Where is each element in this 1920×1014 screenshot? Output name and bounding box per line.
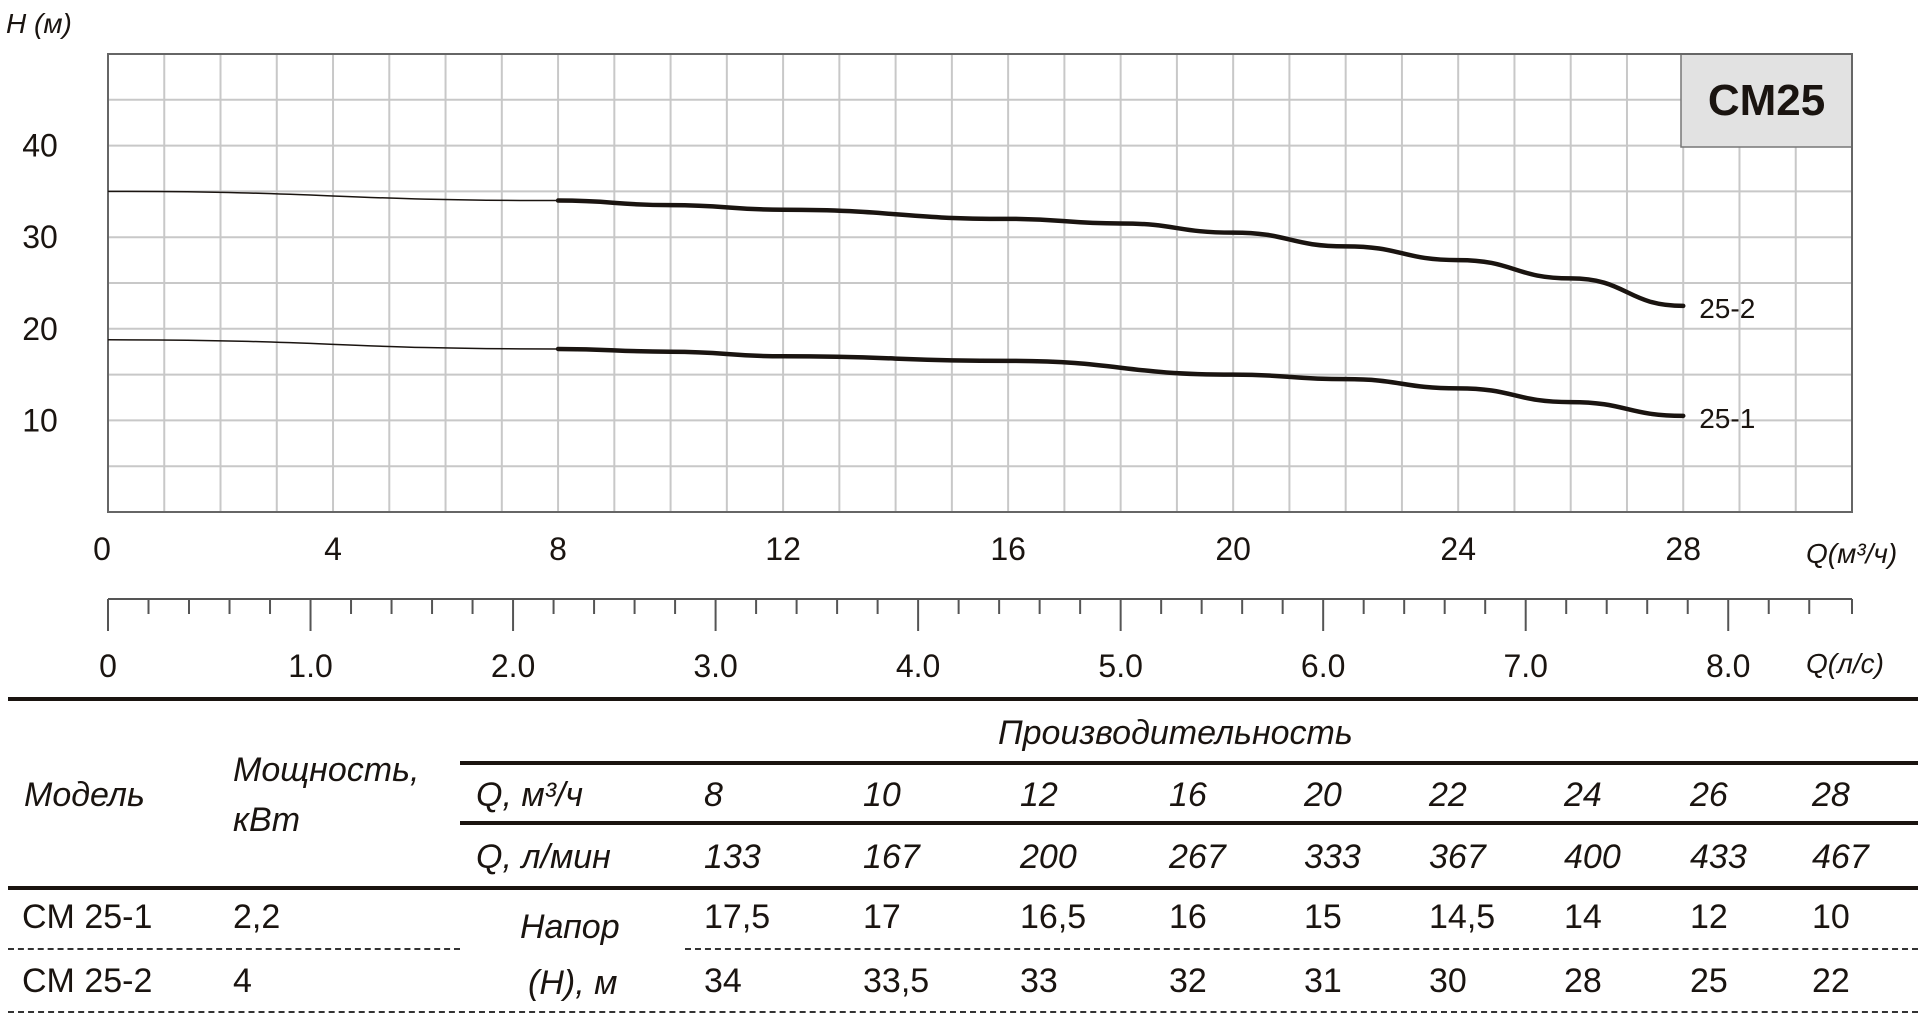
head-cell-cm25-2: 31 [1304,962,1342,1000]
power-cm25-2: 4 [233,962,252,1000]
header-performance: Производительность [998,714,1353,752]
head-cell-cm25-1: 14,5 [1429,898,1496,936]
model-cm25-2: CM 25-2 [22,962,153,1000]
power-cm25-1: 2,2 [233,898,281,936]
rule [460,821,1918,825]
curve-25-1-thin [107,339,559,350]
x-tick-label: 8 [549,531,567,567]
q-m3h-cell: 8 [704,776,723,814]
q-lmin-cell: 400 [1564,838,1621,876]
x-tick-label: 12 [765,531,801,567]
q-m3h-cell: 24 [1564,776,1602,814]
x-tick-label: 24 [1440,531,1476,567]
secondary-tick-label: 3.0 [693,648,737,684]
row-divider [685,948,1918,950]
head-label-line1: Напор [520,908,620,946]
y-tick-label: 10 [22,402,58,438]
q-m3h-cell: 12 [1020,776,1058,814]
row-divider [8,948,460,950]
x-tick-label: 4 [324,531,342,567]
q-lmin-cell: 133 [704,838,761,876]
x-tick-label: 20 [1215,531,1251,567]
head-cell-cm25-2: 25 [1690,962,1728,1000]
secondary-tick-label: 1.0 [288,648,332,684]
head-cell-cm25-1: 17,5 [704,898,771,936]
q-lmin-cell: 367 [1429,838,1486,876]
secondary-tick-label: 0 [99,648,117,684]
head-cell-cm25-2: 34 [704,962,742,1000]
q-m3h-cell: 20 [1304,776,1342,814]
head-cell-cm25-2: 28 [1564,962,1602,1000]
curve-25-2-thin [107,190,559,202]
y-axis-label: H (м) [6,8,72,39]
header-power-line2: кВт [233,801,301,839]
plot-border [107,53,1853,513]
head-cell-cm25-1: 10 [1812,898,1850,936]
head-cell-cm25-1: 16 [1169,898,1207,936]
head-cell-cm25-2: 22 [1812,962,1850,1000]
y-tick-label: 40 [22,128,58,164]
q-m3h-cell: 28 [1812,776,1850,814]
row-divider [8,1011,1918,1013]
q-m3h-cell: 16 [1169,776,1207,814]
head-cell-cm25-1: 14 [1564,898,1602,936]
curve-25-1 [555,346,1686,419]
rule [8,886,1918,890]
q-m3h-cell: 22 [1429,776,1467,814]
secondary-x-axis-label: Q(л/с) [1806,648,1884,679]
row-label-q-lmin: Q, л/мин [476,838,611,876]
head-cell-cm25-2: 33 [1020,962,1058,1000]
q-lmin-cell: 333 [1304,838,1361,876]
curve-label: 25-2 [1699,293,1755,324]
q-m3h-cell: 26 [1690,776,1728,814]
y-tick-label: 30 [22,219,58,255]
x-tick-label: 0 [93,531,111,567]
head-cell-cm25-1: 16,5 [1020,898,1087,936]
pump-curve-chart: 10 20 30 40 0 4 8 12 16 20 24 28 0 1.0 2.0 3.0 4.0 5.0 6.0… [22,53,1853,684]
x-tick-label: 16 [990,531,1026,567]
curve-label: 25-1 [1699,403,1755,434]
q-lmin-cell: 467 [1812,838,1869,876]
q-lmin-cell: 200 [1020,838,1077,876]
secondary-tick-label: 8.0 [1706,648,1750,684]
x-axis-label: Q(м³/ч) [1806,538,1898,569]
secondary-tick-label: 6.0 [1301,648,1345,684]
secondary-tick-label: 5.0 [1098,648,1142,684]
head-cell-cm25-2: 30 [1429,962,1467,1000]
table-top-rule [8,697,1918,701]
secondary-tick-label: 7.0 [1503,648,1547,684]
rule [460,761,1918,765]
head-label-line2: (Н), м [528,964,618,1002]
x-tick-label: 28 [1665,531,1701,567]
secondary-tick-label: 2.0 [491,648,535,684]
q-m3h-cell: 10 [863,776,901,814]
header-model: Модель [24,776,145,814]
head-cell-cm25-1: 17 [863,898,901,936]
secondary-tick-label: 4.0 [896,648,940,684]
model-cm25-1: CM 25-1 [22,898,153,936]
row-label-q-m3h: Q, м³/ч [476,776,584,814]
chart-title-box-label: CM25 [1707,76,1826,125]
head-cell-cm25-2: 32 [1169,962,1207,1000]
head-cell-cm25-1: 15 [1304,898,1342,936]
y-tick-label: 20 [22,311,58,347]
curve-25-2 [555,198,1686,309]
head-cell-cm25-2: 33,5 [863,962,930,1000]
q-lmin-cell: 167 [863,838,920,876]
header-power-line1: Мощность, [233,751,420,789]
head-cell-cm25-1: 12 [1690,898,1728,936]
q-lmin-cell: 433 [1690,838,1747,876]
q-lmin-cell: 267 [1169,838,1226,876]
